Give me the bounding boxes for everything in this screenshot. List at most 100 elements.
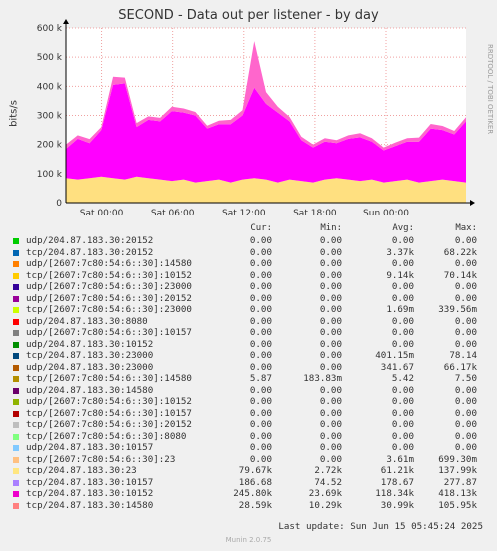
legend-cur: 186.68 — [238, 476, 272, 488]
legend-name: udp/204.87.183.30:14580 — [26, 384, 154, 396]
x-axis-arrow-icon — [470, 200, 475, 206]
legend-row: udp/[2607:7c80:54:6::30]:20152 0.00 0.00 0.… — [0, 293, 497, 305]
legend-swatch — [13, 330, 19, 336]
legend-max: 418.13k — [438, 488, 477, 499]
legend-cur: 0.00 — [249, 246, 272, 258]
legend-min: 0.00 — [319, 269, 342, 281]
legend-avg: 401.15m — [375, 350, 414, 361]
legend-name: tcp/204.87.183.30:10157 — [26, 476, 154, 488]
y-tick-label: 400 k — [37, 82, 63, 92]
y-tick-label: 600 k — [37, 24, 63, 34]
series-area — [66, 176, 466, 203]
x-tick-label: Sat 18:00 — [293, 209, 337, 215]
legend-swatch — [13, 468, 19, 474]
legend-avg: 0.00 — [391, 419, 414, 430]
legend-swatch — [13, 502, 19, 509]
legend-swatch — [13, 479, 19, 486]
legend-cur: 0.00 — [249, 361, 272, 373]
legend-cur: 0.00 — [249, 258, 272, 269]
legend-avg: 178.67 — [380, 476, 414, 488]
legend-swatch — [13, 272, 19, 279]
legend-cur: 0.00 — [249, 350, 272, 361]
legend-row: udp/204.87.183.30:10152 0.00 0.00 0.00 0.00 — [0, 339, 497, 351]
legend-swatch — [13, 376, 19, 382]
legend-min: 10.29k — [308, 499, 342, 511]
legend-cur: 0.00 — [249, 419, 272, 430]
legend-row: udp/204.87.183.30:23000 0.00 0.00 341.67 66.… — [0, 362, 497, 374]
legend-max: 0.00 — [454, 419, 477, 430]
legend-swatch — [13, 318, 19, 325]
legend-row: tcp/204.87.183.30:10157 186.68 74.52 178.67… — [0, 477, 497, 489]
legend-cur: 0.00 — [249, 442, 272, 453]
legend-swatch — [13, 399, 19, 405]
legend-name: udp/[2607:7c80:54:6::30]:14580 — [26, 258, 192, 269]
legend-row: tcp/204.87.183.30:14580 28.59k 10.29k 30.99… — [0, 500, 497, 512]
legend-max: 339.56m — [438, 304, 477, 315]
legend-swatch — [13, 387, 19, 394]
legend-min: 0.00 — [319, 350, 342, 361]
legend-row: tcp/204.87.183.30:23000 0.00 0.00 401.15m 78… — [0, 350, 497, 362]
legend-avg: 0.00 — [391, 407, 414, 419]
legend-row: udp/[2607:7c80:54:6::30]:10157 0.00 0.00 0.… — [0, 327, 497, 339]
legend-avg: 0.00 — [391, 430, 414, 442]
legend-avg: 341.67 — [380, 361, 414, 373]
legend-swatch — [13, 410, 19, 417]
series-areas — [66, 41, 466, 203]
x-tick-label: Sat 12:00 — [222, 209, 266, 215]
legend-name: udp/[2607:7c80:54:6::30]:20152 — [26, 292, 192, 304]
legend-cur: 79.67k — [238, 465, 272, 476]
legend-row: udp/204.87.183.30:8080 0.00 0.00 0.00 0.00 — [0, 316, 497, 328]
legend-cur: 5.87 — [249, 373, 272, 384]
legend-name: udp/204.87.183.30:8080 — [26, 315, 148, 327]
legend-min: 0.00 — [319, 407, 342, 419]
legend-avg: 9.14k — [386, 269, 414, 281]
legend-max: 137.99k — [438, 465, 477, 476]
legend-swatch — [13, 295, 19, 302]
legend-max: 0.00 — [454, 327, 477, 338]
legend-cur: 0.00 — [249, 292, 272, 304]
legend-cur: 0.00 — [249, 235, 272, 246]
legend-max: 0.00 — [454, 292, 477, 304]
legend-row: tcp/204.87.183.30:23 79.67k 2.72k 61.21k 137… — [0, 465, 497, 477]
legend-avg: 0.00 — [391, 442, 414, 453]
legend-row: tcp/[2607:7c80:54:6::30]:10152 0.00 0.00 9.… — [0, 270, 497, 282]
legend-avg: 1.69m — [386, 304, 414, 315]
legend-name: tcp/204.87.183.30:23 — [26, 465, 137, 476]
legend-name: tcp/[2607:7c80:54:6::30]:20152 — [26, 419, 192, 430]
legend-name: udp/[2607:7c80:54:6::30]:10157 — [26, 327, 192, 338]
legend-name: tcp/204.87.183.30:10152 — [26, 488, 154, 499]
legend-swatch — [13, 353, 19, 359]
legend-avg: 30.99k — [380, 499, 414, 511]
legend-cur: 0.00 — [249, 338, 272, 350]
chart-title: SECOND - Data out per listener - by day — [118, 8, 379, 23]
legend-min: 0.00 — [319, 246, 342, 258]
legend-avg: 0.00 — [391, 258, 414, 269]
legend-max: 0.00 — [454, 258, 477, 269]
legend-min: 0.00 — [319, 419, 342, 430]
y-tick-label: 0 — [56, 199, 62, 209]
legend-name: udp/204.87.183.30:10152 — [26, 338, 154, 350]
legend-row: udp/[2607:7c80:54:6::30]:14580 0.00 0.00 0.… — [0, 258, 497, 270]
legend-avg: 0.00 — [391, 396, 414, 407]
legend-max: 78.14 — [449, 350, 477, 361]
header-cur: Cur: — [250, 223, 272, 233]
legend-avg: 3.61m — [386, 453, 414, 465]
legend-cur: 245.80k — [233, 488, 272, 499]
last-update: Last update: Sun Jun 15 05:45:24 2025 — [278, 521, 483, 532]
legend-row: tcp/[2607:7c80:54:6::30]:8080 0.00 0.00 0.0… — [0, 431, 497, 443]
legend-max: 0.00 — [454, 442, 477, 453]
legend-name: tcp/[2607:7c80:54:6::30]:14580 — [26, 373, 192, 384]
legend-avg: 61.21k — [380, 465, 414, 476]
legend-avg: 0.00 — [391, 315, 414, 327]
legend-min: 0.00 — [319, 361, 342, 373]
legend-avg: 0.00 — [391, 292, 414, 304]
y-axis-arrow-icon — [63, 19, 69, 24]
legend-row: tcp/[2607:7c80:54:6::30]:23000 0.00 0.00 1.… — [0, 304, 497, 316]
legend-avg: 0.00 — [391, 327, 414, 338]
legend-row: tcp/[2607:7c80:54:6::30]:20152 0.00 0.00 0.… — [0, 419, 497, 431]
legend-max: 66.17k — [443, 361, 477, 373]
legend-max: 0.00 — [454, 235, 477, 246]
legend: udp/204.87.183.30:20152 0.00 0.00 0.00 0.00 t… — [0, 235, 497, 511]
legend-name: udp/204.87.183.30:23000 — [26, 361, 154, 373]
legend-min: 0.00 — [319, 258, 342, 269]
